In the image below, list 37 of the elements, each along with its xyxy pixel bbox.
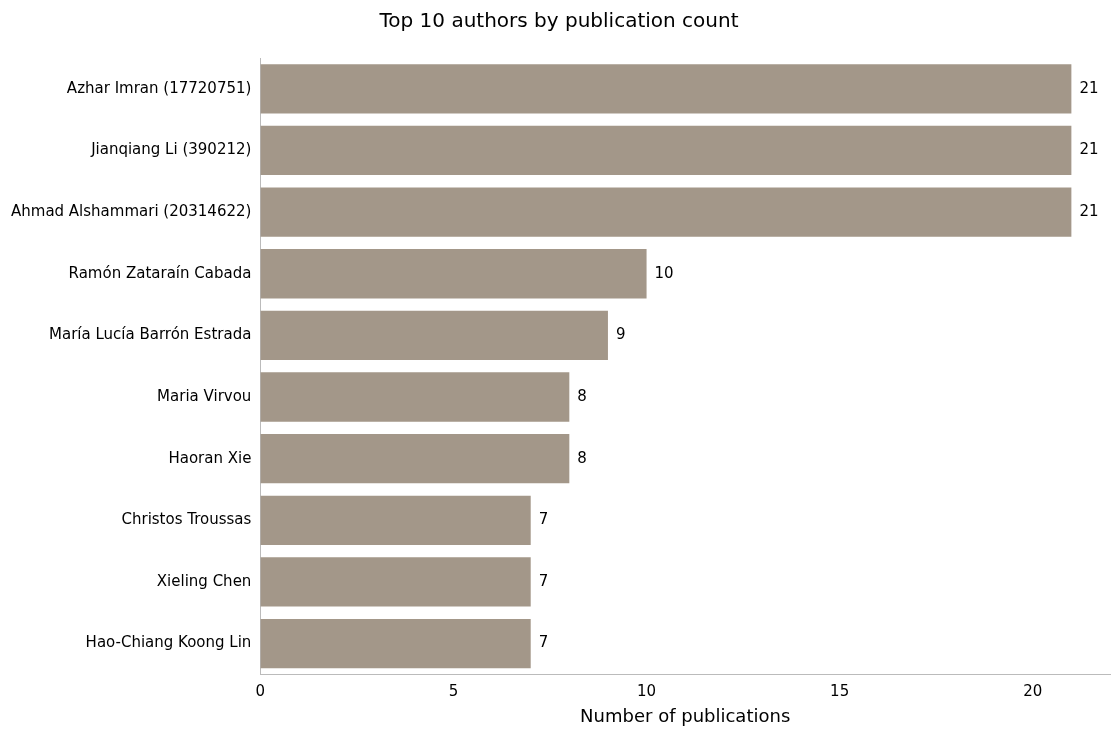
chart-title: Top 10 authors by publication count: [378, 8, 739, 33]
bar: [260, 618, 531, 669]
x-tick-label: 10: [637, 682, 657, 701]
y-tick-label: Maria Virvou: [157, 386, 252, 405]
bar: [260, 249, 647, 299]
bar: [260, 495, 531, 545]
data-label: 21: [1079, 201, 1099, 220]
bar: [260, 372, 570, 422]
data-label: 21: [1079, 78, 1099, 97]
data-label: 9: [615, 325, 626, 344]
y-tick-label: Ahmad Alshammari (20314622): [11, 201, 252, 220]
data-label: 7: [538, 633, 549, 652]
y-tick-label: Azhar Imran (17720751): [66, 78, 252, 97]
y-tick-label: Christos Troussas: [121, 510, 252, 529]
x-tick-label: 15: [830, 682, 850, 701]
x-tick-label: 5: [448, 682, 459, 701]
bar: [260, 557, 531, 607]
x-tick-label: 20: [1023, 682, 1043, 701]
bar: [260, 125, 1072, 176]
bar: [260, 310, 608, 361]
y-tick-label: Jianqiang Li (390212): [90, 140, 252, 159]
data-label: 8: [577, 386, 587, 405]
data-label: 21: [1079, 140, 1099, 159]
y-tick-label: Ramón Zataraín Cabada: [68, 263, 252, 282]
data-label: 8: [577, 448, 587, 467]
data-label: 7: [538, 510, 549, 529]
bar: [260, 64, 1072, 114]
y-tick-label: Xieling Chen: [156, 571, 252, 590]
data-label: 10: [654, 263, 674, 282]
data-label: 7: [538, 571, 549, 590]
y-tick-label: Hao-Chiang Koong Lin: [85, 633, 252, 652]
x-tick-label: 0: [255, 682, 266, 701]
y-tick-label: Haoran Xie: [168, 448, 252, 467]
y-tick-label: María Lucía Barrón Estrada: [49, 325, 252, 344]
bar: [260, 187, 1072, 237]
bar: [260, 434, 570, 484]
x-axis-title: Number of publications: [580, 704, 791, 726]
